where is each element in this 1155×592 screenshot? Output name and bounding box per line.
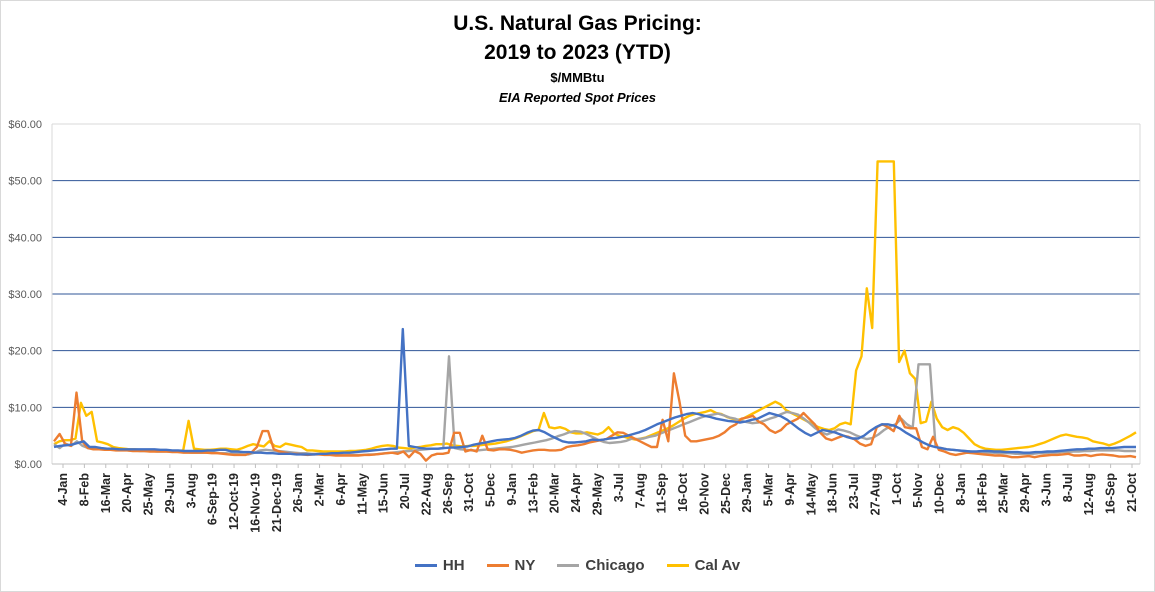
x-tick-label: 7-Aug bbox=[633, 473, 647, 508]
y-tick-label: $20.00 bbox=[8, 346, 42, 358]
x-tick-label: 23-Jul bbox=[847, 473, 861, 509]
legend-swatch bbox=[666, 564, 689, 567]
x-tick-label: 6-Apr bbox=[334, 473, 348, 506]
series-line-cal-av bbox=[53, 160, 1137, 453]
x-tick-label: 18-Jun bbox=[826, 473, 840, 513]
series-line-hh bbox=[53, 327, 1136, 456]
x-tick-label: 10-Dec bbox=[933, 473, 947, 514]
chart-title-line2: 2019 to 2023 (YTD) bbox=[484, 41, 671, 64]
x-tick-label: 5-Mar bbox=[762, 473, 776, 506]
legend-label: Cal Av bbox=[694, 557, 741, 574]
legend-label: Chicago bbox=[585, 557, 645, 574]
x-tick-label: 20-Apr bbox=[120, 473, 134, 513]
y-tick-label: $30.00 bbox=[8, 289, 42, 301]
x-tick-label: 24-Apr bbox=[569, 473, 583, 513]
x-tick-label: 21-Dec-19 bbox=[270, 473, 284, 532]
x-tick-label: 16-Mar bbox=[99, 473, 113, 513]
x-tick-label: 12-Aug bbox=[1082, 473, 1096, 515]
legend-label: HH bbox=[442, 557, 465, 574]
legend-item-ny: NY bbox=[486, 557, 536, 574]
chart-title: U.S. Natural Gas Pricing: bbox=[453, 12, 702, 35]
y-tick-label: $10.00 bbox=[8, 402, 42, 414]
x-tick-label: 1-Oct bbox=[890, 472, 904, 505]
x-tick-label: 5-Nov bbox=[911, 473, 925, 508]
x-tick-label: 14-May bbox=[804, 473, 818, 515]
x-tick-label: 20-Jul bbox=[398, 473, 412, 509]
x-tick-label: 3-Jul bbox=[612, 473, 626, 502]
legend-swatch bbox=[414, 564, 437, 567]
y-tick-label: $40.00 bbox=[8, 232, 42, 244]
x-tick-label: 29-May bbox=[591, 473, 605, 515]
x-tick-label: 29-Jun bbox=[163, 473, 177, 513]
x-tick-label: 18-Feb bbox=[975, 473, 989, 514]
x-tick-label: 5-Dec bbox=[484, 473, 498, 507]
x-tick-label: 26-Sep bbox=[441, 473, 455, 514]
x-tick-label: 16-Sep bbox=[1104, 473, 1118, 514]
x-tick-label: 13-Feb bbox=[526, 473, 540, 514]
x-tick-label: 9-Apr bbox=[783, 473, 797, 506]
chart-units: $/MMBtu bbox=[550, 70, 605, 85]
legend-item-hh: HH bbox=[414, 557, 465, 574]
x-tick-label: 4-Jan bbox=[56, 473, 70, 506]
x-tick-label: 16-Oct bbox=[676, 472, 690, 512]
x-tick-label: 25-May bbox=[142, 473, 156, 515]
x-tick-label: 25-Dec bbox=[719, 473, 733, 514]
x-tick-label: 15-Jun bbox=[377, 473, 391, 513]
legend-item-cal-av: Cal Av bbox=[666, 557, 741, 574]
x-tick-label: 11-May bbox=[355, 473, 369, 515]
legend-swatch bbox=[486, 564, 509, 567]
x-tick-label: 20-Nov bbox=[697, 473, 711, 515]
x-tick-label: 16-Nov-19 bbox=[248, 473, 262, 533]
x-tick-label: 25-Mar bbox=[997, 473, 1011, 513]
x-tick-label: 31-Oct bbox=[462, 472, 476, 512]
x-tick-label: 21-Oct bbox=[1125, 472, 1139, 512]
x-tick-label: 22-Aug bbox=[419, 473, 433, 515]
x-tick-label: 20-Mar bbox=[548, 473, 562, 513]
x-tick-label: 3-Aug bbox=[184, 473, 198, 508]
x-tick-label: 11-Sep bbox=[655, 473, 669, 514]
legend-item-chicago: Chicago bbox=[557, 557, 645, 574]
series-line-ny bbox=[53, 372, 1137, 462]
x-tick-label: 9-Jan bbox=[505, 473, 519, 506]
x-tick-label: 29-Jan bbox=[740, 473, 754, 513]
x-tick-label: 29-Apr bbox=[1018, 473, 1032, 513]
chart-subtitle: EIA Reported Spot Prices bbox=[499, 90, 656, 105]
y-tick-label: $60.00 bbox=[8, 119, 42, 131]
chart-legend: HH NY Chicago Cal Av bbox=[0, 557, 1155, 574]
legend-label: NY bbox=[514, 557, 536, 574]
x-tick-label: 8-Jul bbox=[1061, 473, 1075, 502]
y-tick-label: $50.00 bbox=[8, 176, 42, 188]
x-tick-label: 26-Jan bbox=[291, 473, 305, 513]
x-tick-label: 12-Oct-19 bbox=[227, 473, 241, 530]
y-tick-label: $0.00 bbox=[14, 459, 42, 471]
x-tick-label: 8-Jan bbox=[954, 473, 968, 506]
x-tick-label: 3-Jun bbox=[1039, 473, 1053, 506]
x-tick-label: 27-Aug bbox=[868, 473, 882, 515]
legend-swatch bbox=[557, 564, 580, 567]
line-chart: $0.00 $10.00 $20.00 $30.00 $40.00 $50.00 $60.0… bbox=[8, 119, 1141, 533]
x-tick-label: 8-Feb bbox=[77, 473, 91, 507]
x-tick-label: 2-Mar bbox=[313, 473, 327, 506]
x-tick-label: 6-Sep-19 bbox=[206, 473, 220, 525]
